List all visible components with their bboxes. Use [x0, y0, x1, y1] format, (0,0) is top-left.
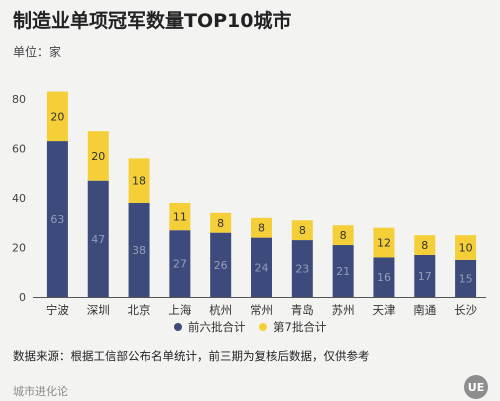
bars: 63 20 47 20 38 18 27 11 26 8 24 8 23 8 21 8 16 12 17 8 15 10: [46, 91, 477, 297]
data-label-bottom: 21: [336, 265, 350, 278]
x-category-label: 深圳: [87, 303, 110, 317]
x-category-label: 青岛: [291, 303, 314, 317]
data-label-top: 11: [173, 211, 187, 224]
legend: 前六批合计 第7批合计: [174, 320, 327, 334]
y-tick-label: 20: [12, 242, 26, 255]
bar-segment-bottom: [87, 180, 109, 297]
x-axis-categories: 宁波 深圳 北京 上海 杭州 常州 青岛 苏州 天津 南通 长沙: [46, 303, 478, 317]
bar-segment-top: [455, 235, 477, 260]
y-tick-label: 40: [12, 192, 26, 205]
bar-segment-top: [210, 212, 232, 233]
data-label-top: 10: [459, 242, 473, 255]
data-label-top: 8: [217, 217, 224, 230]
y-tick-label: 0: [19, 291, 26, 304]
data-label-bottom: 63: [50, 213, 64, 226]
data-label-top: 12: [377, 237, 391, 250]
bar-segment-top: [414, 235, 436, 255]
data-label-bottom: 17: [418, 270, 432, 283]
legend-marker: [259, 323, 267, 331]
bar-segment-bottom: [414, 254, 436, 297]
y-tick-label: 80: [12, 93, 26, 106]
legend-label: 前六批合计: [188, 320, 246, 334]
x-category-label: 上海: [168, 303, 191, 317]
data-label-top: 20: [91, 150, 105, 163]
x-category-label: 南通: [413, 303, 436, 317]
bar-segment-bottom: [291, 240, 313, 297]
source-note: 数据来源：根据工信部公布名单统计，前三期为复核后数据，仅供参考: [13, 349, 370, 363]
data-label-bottom: 24: [255, 261, 269, 274]
x-category-label: 长沙: [454, 303, 477, 317]
bar-segment-top: [87, 131, 109, 181]
brand-logo: UE: [464, 375, 488, 399]
x-category-label: 杭州: [209, 303, 232, 317]
data-label-bottom: 26: [214, 259, 228, 272]
data-label-bottom: 38: [132, 244, 146, 257]
data-label-bottom: 15: [459, 272, 473, 285]
x-category-label: 宁波: [46, 303, 69, 317]
brand-name: 城市进化论: [13, 385, 68, 398]
legend-marker: [174, 323, 182, 331]
data-label-top: 20: [50, 110, 64, 123]
chart-title: 制造业单项冠军数量TOP10城市: [13, 10, 292, 32]
data-label-top: 18: [132, 175, 146, 188]
bar-segment-bottom: [373, 257, 395, 297]
bar-segment-bottom: [169, 230, 191, 297]
x-category-label: 苏州: [332, 303, 355, 317]
data-label-bottom: 23: [295, 263, 309, 276]
legend-label: 第7批合计: [273, 320, 327, 334]
data-label-top: 8: [340, 229, 347, 242]
unit-label: 单位：家: [13, 45, 62, 59]
bar-segment-bottom: [455, 259, 477, 297]
bar-segment-top: [251, 217, 272, 238]
bar-segment-top: [169, 202, 191, 231]
data-label-bottom: 47: [91, 233, 105, 246]
x-category-label: 天津: [372, 303, 395, 317]
y-tick-label: 60: [12, 143, 26, 156]
bar-segment-top: [46, 91, 68, 142]
data-label-bottom: 27: [173, 258, 187, 271]
bar-segment-bottom: [332, 245, 354, 297]
x-category-label: 北京: [128, 303, 151, 317]
bar-segment-top: [332, 225, 354, 246]
data-label-top: 8: [299, 224, 306, 237]
data-label-top: 8: [258, 222, 265, 235]
x-category-label: 常州: [250, 303, 273, 317]
bar-segment-bottom: [210, 232, 232, 297]
bar-segment-top: [373, 227, 395, 258]
y-axis-ticks: 0 20 40 60 80: [12, 93, 26, 304]
bar-segment-bottom: [128, 202, 150, 297]
bar-segment-bottom: [46, 141, 68, 297]
bar-segment-top: [291, 220, 313, 241]
bar-segment-bottom: [251, 237, 272, 297]
data-label-top: 8: [421, 239, 428, 252]
stacked-bar-chart: 0 20 40 60 80 63 20 47 20 38 18 27 11 26 8 24 8 23 8 21 8 16…: [12, 91, 486, 334]
bar-segment-top: [128, 158, 150, 203]
data-label-bottom: 16: [377, 271, 391, 284]
